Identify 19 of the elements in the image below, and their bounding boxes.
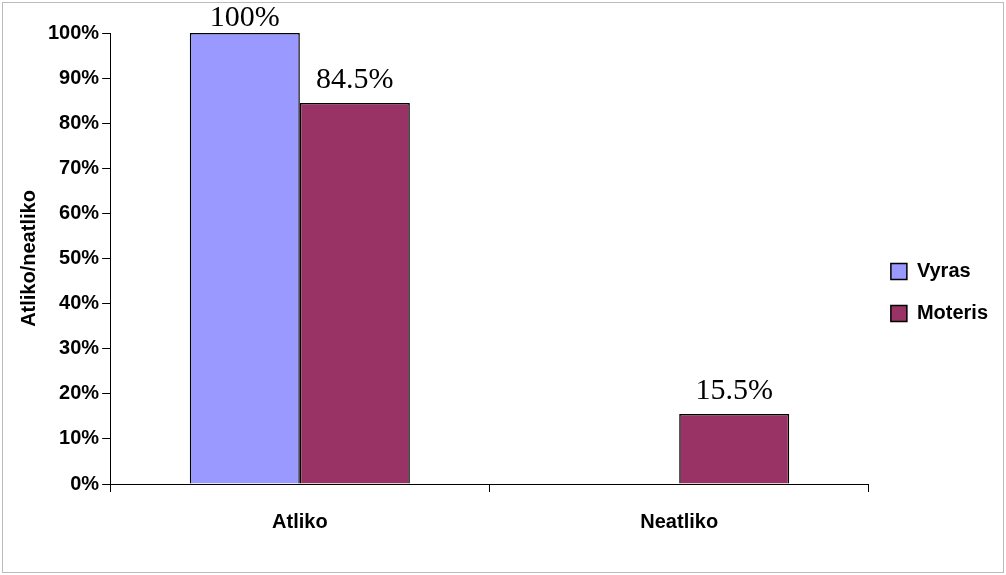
data-label: 15.5% — [695, 371, 773, 405]
y-tick-label: 100% — [48, 20, 100, 43]
y-tick-label: 90% — [59, 65, 100, 88]
y-axis-title: Atliko/neatliko — [16, 190, 39, 327]
legend-label: Moteris — [916, 301, 988, 324]
y-tick-label: 10% — [59, 426, 100, 449]
y-tick-label: 0% — [70, 471, 100, 494]
y-tick-label: 50% — [59, 246, 100, 269]
y-tick-label: 80% — [59, 110, 100, 133]
y-tick-label: 30% — [59, 336, 100, 359]
data-label: 100% — [209, 0, 280, 32]
legend-label: Vyras — [916, 259, 971, 282]
data-label: 84.5% — [316, 60, 394, 94]
y-tick-label: 70% — [59, 155, 100, 178]
x-tick-label: Neatliko — [640, 509, 719, 532]
x-tick-label: Atliko — [272, 509, 328, 532]
y-tick-label: 40% — [59, 291, 100, 314]
y-tick-label: 60% — [59, 200, 100, 223]
y-tick-label: 20% — [59, 381, 100, 404]
